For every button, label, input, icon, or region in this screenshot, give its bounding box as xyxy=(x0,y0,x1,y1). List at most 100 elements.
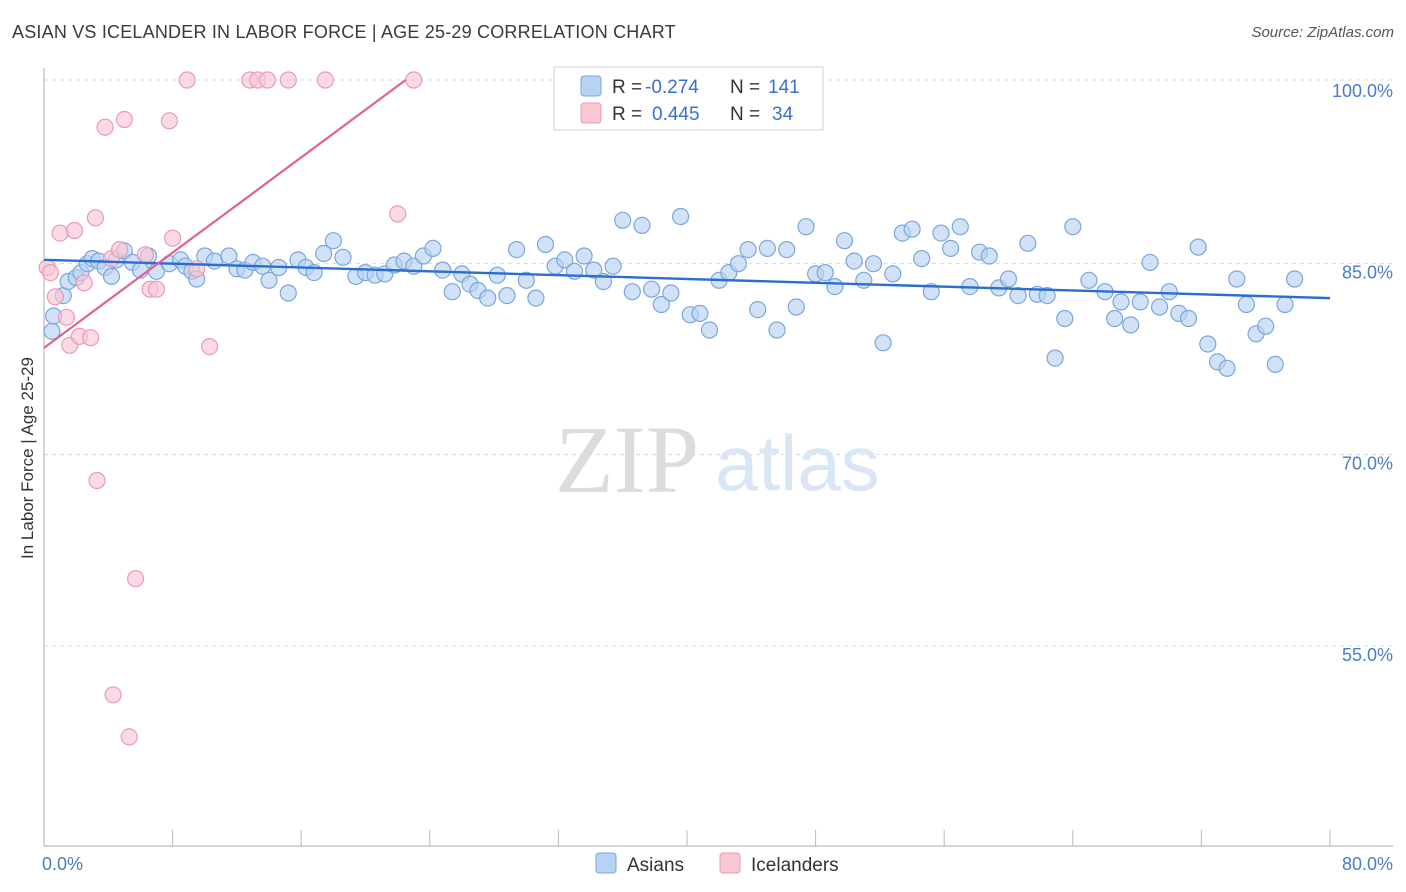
asian-point-74 xyxy=(691,304,709,322)
asian-point-48 xyxy=(443,283,461,301)
asian-point-58 xyxy=(536,235,555,254)
asian-point-112 xyxy=(1056,309,1074,328)
icelander-point-26 xyxy=(201,338,219,356)
legend-swatch-asians xyxy=(580,75,602,97)
x-tick-label-max: 80.0% xyxy=(1342,854,1393,874)
asian-point-57 xyxy=(527,289,545,307)
asian-point-101 xyxy=(951,218,969,236)
icelander-point-16 xyxy=(115,110,134,129)
asian-point-130 xyxy=(1237,295,1256,314)
asian-point-110 xyxy=(1038,287,1056,305)
asian-point-60 xyxy=(556,251,574,269)
asian-point-52 xyxy=(479,289,497,307)
asian-point-88 xyxy=(826,278,844,296)
icelander-point-19 xyxy=(136,246,154,264)
asian-point-111 xyxy=(1046,349,1064,367)
legend-n-label-0: N = xyxy=(730,77,760,98)
asian-point-81 xyxy=(758,239,777,257)
series-legend: Asians Icelanders xyxy=(595,852,839,876)
asian-point-135 xyxy=(1285,270,1304,288)
asian-point-46 xyxy=(424,239,442,257)
icelander-point-29 xyxy=(258,71,276,89)
icelander-point-1 xyxy=(41,264,60,282)
icelander-point-18 xyxy=(127,570,145,588)
icelander-point-23 xyxy=(164,229,182,247)
icelander-point-6 xyxy=(65,221,84,240)
asian-point-85 xyxy=(797,218,815,236)
legend-r-label-1: R = xyxy=(612,104,642,125)
asian-point-72 xyxy=(671,207,690,226)
watermark-atlas: atlas xyxy=(715,419,880,507)
x-tick-label-min: 0.0% xyxy=(42,854,83,874)
asian-point-29 xyxy=(260,271,278,289)
asian-point-120 xyxy=(1141,253,1159,271)
series-legend-label-icelanders: Icelanders xyxy=(751,855,839,876)
correlation-legend: R = -0.274 N = 141 R = 0.445 N = 34 xyxy=(553,66,824,131)
icelander-point-3 xyxy=(51,224,69,242)
asian-point-55 xyxy=(507,241,526,259)
asian-point-128 xyxy=(1218,359,1236,377)
asian-point-70 xyxy=(652,295,670,314)
asian-point-63 xyxy=(585,261,603,279)
icelander-point-22 xyxy=(160,112,178,130)
asian-point-68 xyxy=(633,216,651,234)
legend-r-label-0: R = xyxy=(612,77,642,98)
asian-point-107 xyxy=(1009,287,1027,305)
legend-n-value-1: 34 xyxy=(772,104,794,125)
asian-point-65 xyxy=(604,257,622,275)
icelander-point-30 xyxy=(279,71,297,89)
asian-point-117 xyxy=(1112,293,1130,311)
asian-point-93 xyxy=(874,334,892,352)
asian-point-134 xyxy=(1276,295,1294,314)
asian-trend-line xyxy=(43,258,1331,300)
asian-point-66 xyxy=(614,211,632,229)
y-tick-label-100: 100.0% xyxy=(1332,81,1393,101)
asian-point-67 xyxy=(623,283,641,301)
asian-point-126 xyxy=(1199,335,1217,353)
asian-point-96 xyxy=(903,220,921,238)
asian-point-100 xyxy=(941,239,960,257)
asian-point-104 xyxy=(980,247,998,265)
icelander-point-33 xyxy=(405,71,423,89)
icelander-point-24 xyxy=(178,71,196,89)
asian-point-56 xyxy=(517,271,535,289)
asian-point-82 xyxy=(768,321,786,339)
asian-point-91 xyxy=(855,271,873,289)
icelander-point-8 xyxy=(75,274,93,292)
asian-point-132 xyxy=(1257,317,1275,335)
gridlines xyxy=(44,79,1393,647)
icelander-points xyxy=(38,71,423,746)
y-tick-label-85: 85.0% xyxy=(1342,262,1393,282)
icelander-point-32 xyxy=(389,205,407,223)
asian-point-37 xyxy=(334,248,352,266)
icelander-point-14 xyxy=(104,686,122,704)
asian-point-119 xyxy=(1131,293,1149,311)
asian-point-97 xyxy=(913,250,931,268)
asian-point-122 xyxy=(1160,283,1178,301)
asian-point-106 xyxy=(999,270,1018,288)
asian-point-133 xyxy=(1266,355,1284,373)
asian-point-78 xyxy=(729,255,748,273)
asian-point-92 xyxy=(864,255,883,273)
asian-point-23 xyxy=(205,252,223,270)
watermark-zip: ZIP xyxy=(555,406,699,513)
icelander-point-17 xyxy=(120,728,138,746)
asian-point-124 xyxy=(1179,309,1198,328)
icelander-trend-line xyxy=(43,79,407,349)
asian-point-90 xyxy=(845,252,863,270)
legend-r-value-1: 0.445 xyxy=(652,104,700,125)
y-tick-label-70: 70.0% xyxy=(1342,454,1393,474)
asian-point-108 xyxy=(1019,234,1037,252)
asian-point-31 xyxy=(279,284,297,302)
icelander-point-2 xyxy=(46,288,64,306)
asian-point-54 xyxy=(498,287,516,305)
icelander-point-15 xyxy=(110,241,129,259)
asian-point-80 xyxy=(749,301,767,319)
asian-point-75 xyxy=(700,321,719,339)
asian-point-62 xyxy=(575,247,593,265)
asian-point-89 xyxy=(835,232,854,250)
icelander-point-21 xyxy=(147,280,166,298)
series-legend-swatch-icelanders xyxy=(719,852,741,874)
x-axis-ticks xyxy=(43,830,1331,846)
